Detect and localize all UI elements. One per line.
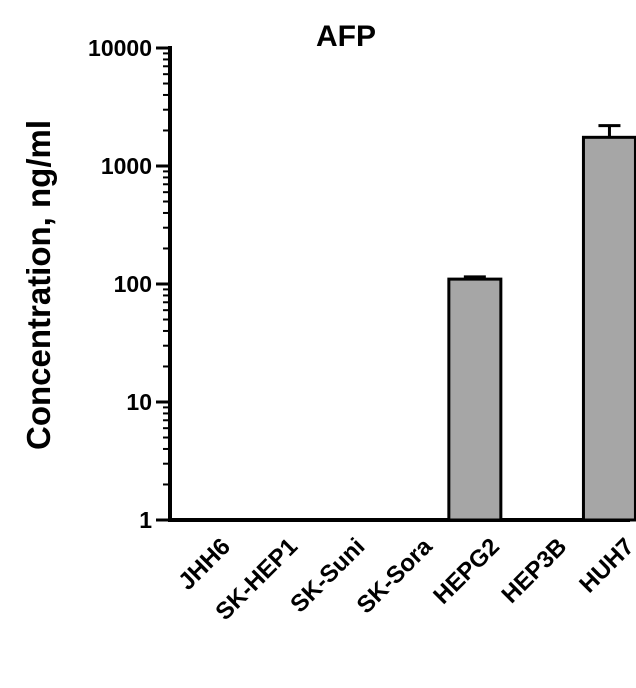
bar-huh7: [581, 135, 636, 522]
x-tick-label: HEPG2: [428, 533, 505, 610]
y-tick-label: 10: [126, 389, 152, 415]
y-tick-label: 10000: [88, 35, 152, 61]
axes: [168, 46, 630, 522]
x-tick-label: JHH6: [173, 533, 235, 595]
chart-title: AFP: [316, 20, 376, 53]
y-tick-label: 1: [139, 507, 152, 533]
bar-hepg2: [447, 277, 503, 522]
x-tick-label: HEP3B: [497, 533, 573, 609]
y-axis-label: Concentration, ng/ml: [20, 120, 57, 450]
y-tick-label: 100: [114, 271, 152, 297]
y-ticks: 1 10 100 1000 10000: [88, 35, 170, 533]
y-tick-label: 1000: [101, 153, 152, 179]
x-tick-label: HUH7: [574, 533, 636, 598]
x-tick-label: SK-Sora: [352, 533, 439, 620]
bars: [447, 124, 636, 522]
